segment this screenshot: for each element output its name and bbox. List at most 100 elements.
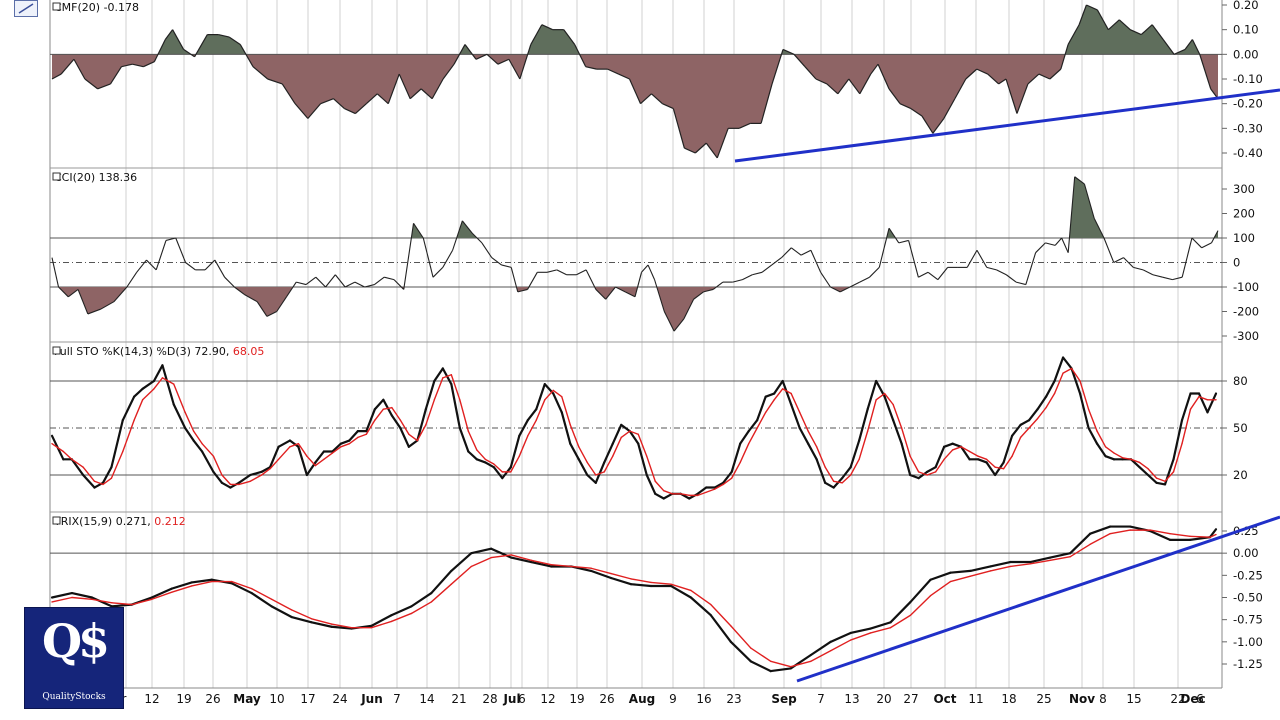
x-tick-11: 21 [451, 692, 466, 706]
cmf-segment-99 [1130, 29, 1142, 36]
trix-main-segment-12 [270, 605, 293, 619]
sto-main-segment-127 [1155, 481, 1167, 486]
cci-segment-111 [1113, 257, 1124, 263]
sto-main-segment-77 [730, 442, 742, 473]
cci-segment-40 [442, 249, 454, 268]
sto-main-segment-102 [943, 442, 954, 448]
sto-signal-segment-111 [1019, 427, 1030, 439]
sto-signal-segment-69 [663, 489, 673, 495]
cci-segment-56 [595, 289, 607, 300]
sto-main-segment-89 [832, 477, 844, 489]
cci-segment-1 [51, 257, 60, 288]
sto-signal-segment-36 [382, 406, 393, 410]
trix-signal-segment-12 [270, 598, 293, 611]
cmf-segment-26 [344, 108, 356, 115]
sto-signal-segment-112 [1028, 417, 1039, 429]
cmf-ytick-2: 0.00 [1233, 47, 1259, 61]
cmf-segment-72 [848, 78, 861, 95]
trix-main-segment-46 [949, 569, 972, 574]
trix-signal-segment-32 [670, 583, 692, 592]
cmf-segment-59 [705, 142, 718, 159]
trix-main-segment-28 [589, 569, 613, 580]
sto-main-segment-31 [339, 439, 351, 445]
cci-segment-67 [693, 291, 704, 300]
cci-segment-77 [791, 247, 802, 256]
sto-signal-segment-118 [1079, 380, 1090, 410]
x-tick-4: May [233, 692, 261, 706]
x-tick-25: 20 [876, 692, 891, 706]
trix-main-segment-37 [769, 667, 792, 673]
cci-segment-20 [243, 293, 258, 303]
sto-main-segment-92 [858, 408, 869, 442]
trix-main-segment-18 [390, 605, 413, 617]
sto-signal-segment-8 [122, 419, 135, 453]
sto-main-segment-132 [1197, 392, 1209, 414]
cmf-segment-74 [870, 63, 879, 75]
cmf-segment-12 [172, 29, 185, 50]
sto-main-segment-85 [798, 426, 810, 445]
sto-signal-segment-11 [153, 377, 164, 390]
cmf-segment-105 [1191, 39, 1201, 55]
trix-signal-segment-2 [71, 596, 93, 600]
cmf-segment-57 [684, 147, 696, 154]
sto-main-segment-90 [841, 466, 852, 480]
x-tick-8: Jun [360, 692, 383, 706]
sto-signal-segment-9 [133, 399, 144, 421]
chart-tool-icon[interactable] [14, 0, 38, 17]
sto-signal-segment-13 [173, 383, 186, 414]
sto-main-segment-87 [815, 458, 827, 484]
sto-signal-segment-121 [1104, 446, 1115, 454]
cmf-ytick-6: -0.40 [1233, 146, 1263, 160]
sto-signal-segment-126 [1147, 468, 1158, 479]
trix-main-segment-30 [629, 583, 653, 588]
trix-signal-segment-38 [790, 660, 812, 668]
sto-signal-segment-110 [1011, 436, 1022, 457]
cmf-segment-2 [60, 58, 75, 75]
sto-main-segment-40 [416, 408, 427, 442]
cci-segment-73 [752, 271, 763, 276]
sto-main-segment-34 [365, 408, 376, 433]
cci-segment-34 [384, 276, 395, 281]
sto-main-segment-65 [628, 430, 640, 445]
sto-main-segment-130 [1180, 392, 1192, 422]
sto-main-segment-98 [909, 473, 920, 480]
sto-main-segment-38 [399, 426, 410, 448]
cci-segment-80 [820, 271, 831, 288]
x-tick-18: Aug [629, 692, 655, 706]
sto-main-segment-112 [1027, 408, 1039, 422]
cmf-segment-89 [1027, 73, 1040, 85]
sto-main-segment-46 [467, 450, 478, 461]
cmf-segment-82 [954, 78, 967, 100]
trix-signal-segment-23 [490, 554, 512, 559]
cci-segment-3 [67, 289, 79, 298]
trix-signal-segment-10 [230, 580, 253, 590]
cci-segment-42 [461, 220, 473, 234]
cci-segment-85 [869, 267, 880, 278]
sto-signal-segment-103 [951, 446, 962, 451]
trix-signal-segment-36 [750, 647, 772, 663]
sto-signal-segment-128 [1164, 471, 1175, 482]
cmf-segment-19 [252, 66, 269, 80]
trix-signal-segment-26 [550, 563, 572, 568]
sto-main-segment-35 [373, 398, 385, 411]
sto-signal-segment-16 [201, 442, 215, 457]
sto-signal-segment-117 [1070, 367, 1081, 382]
cci-segment-102 [1035, 242, 1046, 254]
cci-segment-91 [927, 271, 939, 281]
cci-ytick-2: 100 [1233, 231, 1255, 245]
cci-segment-76 [781, 247, 792, 258]
sto-signal-segment-14 [184, 411, 195, 432]
sto-main-segment-57 [560, 411, 572, 445]
cci-segment-52 [556, 269, 567, 276]
sto-signal-segment-105 [968, 450, 979, 457]
cci-segment-17 [214, 259, 226, 278]
cci-segment-79 [810, 250, 822, 273]
sto-signal-segment-41 [425, 399, 436, 426]
sto-signal-segment-132 [1198, 395, 1209, 401]
sto-main-segment-67 [645, 473, 657, 495]
x-tick-36: 6 [1196, 692, 1204, 706]
cmf-segment-86 [998, 78, 1007, 85]
sto-signal-segment-90 [841, 474, 852, 484]
trix-main-segment-14 [310, 621, 333, 628]
x-tick-27: Oct [933, 692, 956, 706]
